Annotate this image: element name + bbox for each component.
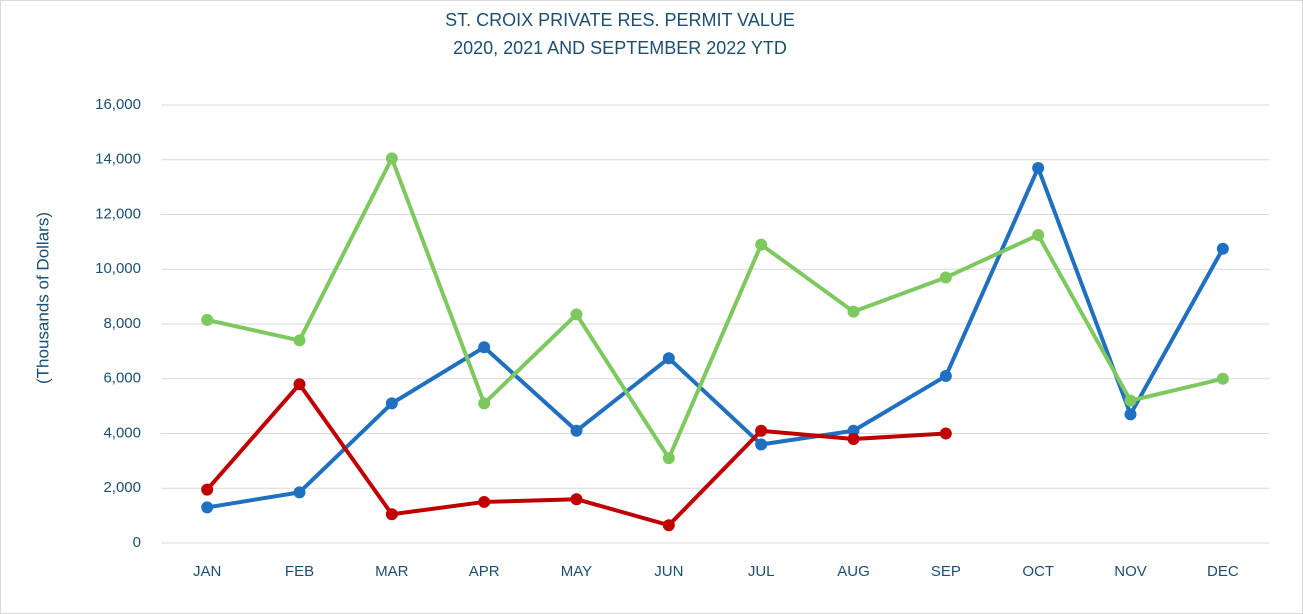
series-marker bbox=[755, 438, 768, 451]
y-tick-label: 12,000 bbox=[95, 205, 141, 222]
series-marker bbox=[847, 305, 860, 318]
series-line bbox=[206, 165, 1225, 510]
series-marker bbox=[478, 495, 491, 508]
series-marker bbox=[1032, 161, 1045, 174]
chart-title: ST. CROIX PRIVATE RES. PERMIT VALUE bbox=[445, 10, 795, 30]
x-tick-label: JAN bbox=[193, 563, 221, 580]
series-marker bbox=[1124, 394, 1137, 407]
series-marker bbox=[293, 334, 306, 347]
series-marker bbox=[293, 486, 306, 499]
x-tick-label: AUG bbox=[837, 563, 870, 580]
series-marker bbox=[201, 501, 214, 514]
series-marker bbox=[478, 397, 491, 410]
y-tick-label: 8,000 bbox=[103, 315, 141, 332]
y-tick-label: 6,000 bbox=[103, 370, 141, 387]
x-tick-label: JUL bbox=[748, 563, 775, 580]
series-marker bbox=[570, 493, 583, 506]
series-marker bbox=[385, 397, 398, 410]
series-marker bbox=[293, 378, 306, 391]
series-marker bbox=[570, 308, 583, 321]
y-tick-label: 4,000 bbox=[103, 424, 141, 441]
x-tick-label: NOV bbox=[1114, 563, 1147, 580]
series-marker bbox=[478, 341, 491, 354]
x-tick-label: MAY bbox=[561, 563, 592, 580]
series-marker bbox=[662, 519, 675, 532]
y-axis-title: (Thousands of Dollars) bbox=[33, 212, 52, 384]
x-tick-label: APR bbox=[469, 563, 500, 580]
x-tick-label: MAR bbox=[375, 563, 409, 580]
series-marker bbox=[755, 424, 768, 437]
series-marker bbox=[385, 152, 398, 165]
x-tick-label: SEP bbox=[931, 563, 961, 580]
y-tick-label: 16,000 bbox=[95, 96, 141, 113]
series-marker bbox=[755, 238, 768, 251]
series-marker bbox=[570, 424, 583, 437]
series-marker bbox=[939, 370, 952, 383]
x-tick-label: JUN bbox=[654, 563, 683, 580]
series-marker bbox=[385, 508, 398, 521]
series-marker bbox=[1032, 229, 1045, 242]
x-tick-label: DEC bbox=[1207, 563, 1239, 580]
series-marker bbox=[939, 427, 952, 440]
series-marker bbox=[662, 352, 675, 365]
series-marker bbox=[1216, 242, 1229, 255]
y-tick-label: 10,000 bbox=[95, 260, 141, 277]
series-marker bbox=[201, 483, 214, 496]
y-tick-label: 14,000 bbox=[95, 151, 141, 168]
series-marker bbox=[847, 432, 860, 445]
series-marker bbox=[939, 271, 952, 284]
series-marker bbox=[1124, 408, 1137, 421]
series-marker bbox=[847, 424, 860, 437]
y-tick-label: 0 bbox=[133, 534, 141, 551]
x-tick-label: OCT bbox=[1022, 563, 1054, 580]
x-tick-label: FEB bbox=[285, 563, 314, 580]
series-marker bbox=[662, 452, 675, 465]
series-marker bbox=[1216, 372, 1229, 385]
series-line bbox=[206, 156, 1224, 461]
series-marker bbox=[201, 313, 214, 326]
y-tick-label: 2,000 bbox=[103, 479, 141, 496]
chart-subtitle: 2020, 2021 AND SEPTEMBER 2022 YTD bbox=[453, 38, 787, 58]
